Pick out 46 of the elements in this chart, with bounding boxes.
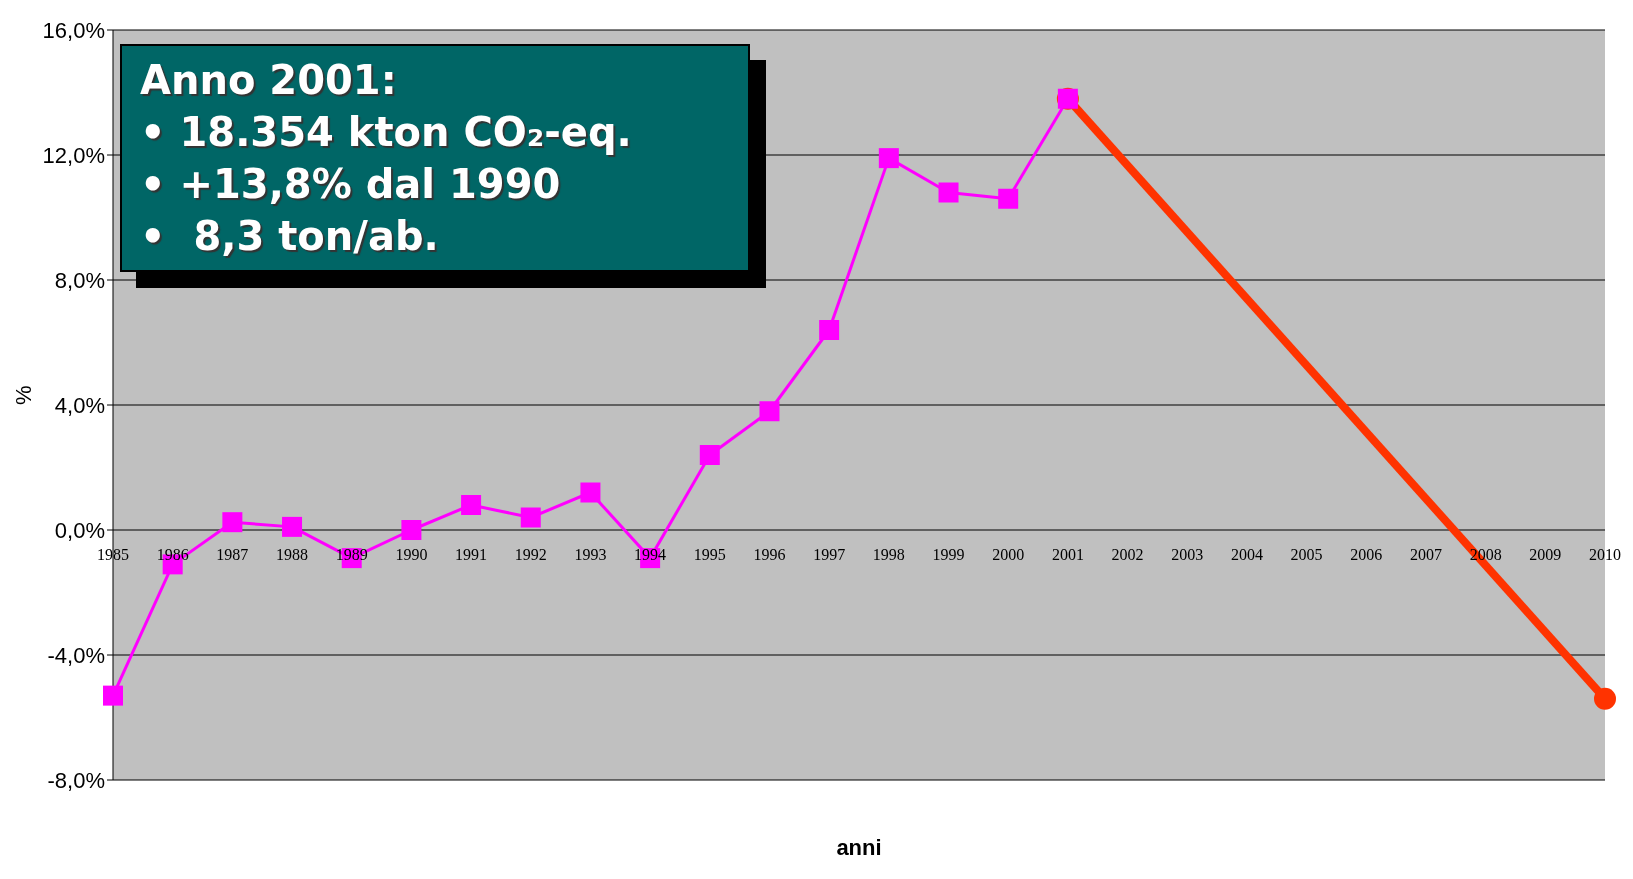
y-tick-label: 16,0% bbox=[42, 17, 105, 43]
x-tick-label: 1990 bbox=[395, 546, 428, 563]
point bbox=[520, 507, 541, 528]
x-tick-label: 1996 bbox=[753, 546, 786, 563]
y-tick-label: -4,0% bbox=[47, 642, 105, 668]
x-tick-label: 1987 bbox=[216, 546, 249, 563]
point bbox=[759, 401, 780, 422]
x-tick-label: 1998 bbox=[872, 546, 905, 563]
point bbox=[998, 188, 1019, 209]
x-tick-label: 1988 bbox=[276, 546, 309, 563]
x-tick-label: 2004 bbox=[1230, 546, 1263, 563]
y-tick-label: 8,0% bbox=[54, 267, 105, 293]
point bbox=[1594, 687, 1616, 710]
x-tick-label: 1992 bbox=[514, 546, 547, 563]
x-tick-label: 1995 bbox=[693, 546, 726, 563]
x-tick-label: 1989 bbox=[335, 546, 368, 563]
x-tick-label: 2007 bbox=[1409, 546, 1442, 563]
point bbox=[282, 516, 303, 537]
point bbox=[401, 520, 422, 540]
y-tick-label: -8,0% bbox=[47, 767, 105, 793]
x-axis-title: anni bbox=[836, 835, 882, 860]
x-tick-label: 2006 bbox=[1350, 546, 1383, 563]
y-tick-label: 12,0% bbox=[42, 142, 105, 168]
point bbox=[103, 685, 123, 706]
point bbox=[699, 445, 720, 465]
y-tick-label: 0,0% bbox=[54, 517, 105, 543]
point bbox=[819, 320, 840, 340]
x-tick-label: 2010 bbox=[1589, 546, 1621, 563]
x-tick-label: 1997 bbox=[813, 546, 846, 563]
x-tick-label: 1999 bbox=[932, 546, 965, 563]
x-tick-label: 1991 bbox=[455, 546, 488, 563]
x-tick-label: 2003 bbox=[1171, 546, 1204, 563]
x-tick-label: 2000 bbox=[992, 546, 1025, 563]
x-tick-label: 1985 bbox=[97, 546, 129, 563]
x-tick-label: 2009 bbox=[1529, 546, 1562, 563]
x-tick-label: 2001 bbox=[1051, 546, 1084, 563]
x-tick-label: 1993 bbox=[574, 546, 607, 563]
point bbox=[222, 512, 243, 533]
x-tick-label: 2002 bbox=[1111, 546, 1144, 563]
x-tick-label: 2005 bbox=[1290, 546, 1323, 563]
y-axis-title: % bbox=[10, 385, 36, 405]
point bbox=[878, 148, 899, 169]
y-tick-label: 4,0% bbox=[54, 392, 105, 418]
point bbox=[938, 182, 959, 203]
point bbox=[461, 495, 482, 515]
point bbox=[580, 482, 601, 503]
